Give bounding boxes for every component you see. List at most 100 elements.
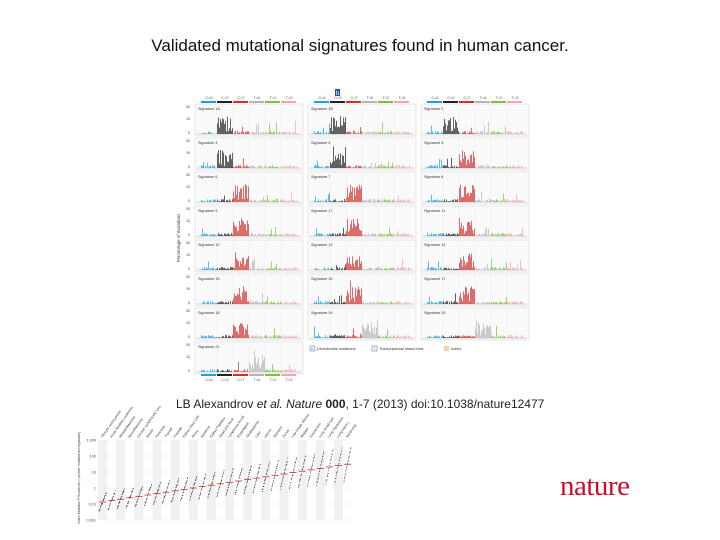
signature-bar <box>434 268 435 270</box>
signature-bar <box>253 235 254 236</box>
y-tick: 30 <box>186 207 190 211</box>
signature-bar <box>244 265 245 270</box>
signature-bar <box>359 256 360 270</box>
signature-bar <box>509 336 510 338</box>
signature-bar <box>314 326 315 338</box>
signature-bar <box>508 302 509 304</box>
signature-bar <box>333 269 334 270</box>
sample-point <box>146 495 148 497</box>
signature-bar <box>522 131 523 134</box>
signature-bar <box>220 119 221 134</box>
sample-point <box>141 488 143 490</box>
signature-bar <box>319 302 320 304</box>
signature-bar <box>470 193 471 202</box>
signature-bar <box>260 368 261 372</box>
signature-bar <box>384 268 385 270</box>
signature-bar <box>473 261 474 270</box>
signature-bar <box>428 302 429 304</box>
sample-point <box>332 449 334 451</box>
signature-bar <box>247 166 248 168</box>
signature-bar <box>271 131 272 134</box>
class-header-bottom: C>A <box>205 378 213 382</box>
sample-point <box>164 494 166 496</box>
signature-bar <box>493 166 494 168</box>
signature-bar <box>275 267 276 270</box>
signature-bar <box>355 166 356 168</box>
signature-bar <box>346 295 347 304</box>
signature-bar <box>480 269 481 270</box>
signature-bar <box>509 131 510 134</box>
signature-bar <box>242 220 243 236</box>
signature-bar <box>252 131 253 134</box>
sample-point <box>168 482 170 484</box>
signature-bar <box>501 166 502 168</box>
signature-bar <box>261 336 262 338</box>
sample-point <box>228 482 230 484</box>
sample-point <box>103 498 105 500</box>
signature-bar <box>238 199 239 202</box>
signature-bar <box>437 131 438 134</box>
signature-bar <box>474 133 475 134</box>
signature-bar <box>439 159 440 168</box>
signature-bar <box>506 165 507 168</box>
signature-bar <box>243 286 244 304</box>
sample-point <box>201 489 202 491</box>
signature-bar <box>376 235 377 236</box>
signature-bar <box>448 233 449 236</box>
signature-bar <box>337 157 338 168</box>
sample-point <box>198 497 200 499</box>
class-bar-top <box>507 101 522 103</box>
signature-bar <box>240 323 241 338</box>
signature-bar <box>362 131 363 134</box>
signature-bar <box>247 198 248 202</box>
signature-bar <box>390 200 391 202</box>
signature-bar <box>223 336 224 338</box>
signature-bar <box>275 335 276 338</box>
signature-bar <box>400 234 401 236</box>
signature-bar <box>219 234 220 236</box>
signature-bar <box>455 293 456 304</box>
signature-bar <box>233 267 234 270</box>
signature-bar <box>322 133 323 134</box>
signature-bar <box>221 370 222 372</box>
signature-bar <box>255 336 256 338</box>
sample-point <box>336 472 338 473</box>
signature-bar <box>243 326 244 338</box>
signature-bar <box>485 334 486 338</box>
signature-bar <box>430 133 431 134</box>
signature-bar <box>505 234 506 236</box>
signature-bar <box>452 199 453 202</box>
sample-point <box>234 494 236 496</box>
signature-bar <box>243 371 244 372</box>
signature-bar <box>352 287 353 304</box>
signature-bar <box>503 267 504 270</box>
sample-point <box>241 470 242 472</box>
signature-bar <box>341 335 342 338</box>
sample-point <box>193 485 195 487</box>
column-band <box>152 440 162 520</box>
signature-bar <box>346 166 347 168</box>
signature-bar <box>228 201 229 202</box>
signature-bar <box>504 199 505 202</box>
signature-bar <box>252 363 253 372</box>
signature-bar <box>245 184 246 202</box>
signature-bar <box>245 328 246 338</box>
signature-bar <box>494 131 495 134</box>
signature-bar <box>465 286 466 304</box>
signature-bar <box>376 201 377 202</box>
sample-point <box>203 480 205 482</box>
signature-bar <box>377 301 378 304</box>
signature-bar <box>488 121 489 134</box>
signature-bar <box>259 336 260 338</box>
signature-bar <box>445 123 446 134</box>
signature-bar <box>516 235 517 236</box>
sample-point <box>193 483 195 485</box>
signature-bar <box>317 303 318 304</box>
signature-bar <box>363 234 364 236</box>
signature-bar <box>490 199 491 202</box>
signature-bar <box>204 132 205 134</box>
signature-bar <box>395 301 396 304</box>
signature-bar <box>498 303 499 304</box>
signature-bar <box>342 155 343 168</box>
signature-bar <box>389 268 390 270</box>
